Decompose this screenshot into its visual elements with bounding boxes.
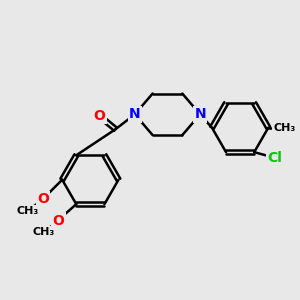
Text: Cl: Cl xyxy=(268,151,282,165)
Text: CH₃: CH₃ xyxy=(17,206,39,216)
Text: O: O xyxy=(93,109,105,123)
Text: O: O xyxy=(52,214,64,227)
Text: CH₃: CH₃ xyxy=(32,227,55,237)
Text: N: N xyxy=(129,107,141,121)
Text: O: O xyxy=(37,192,49,206)
Text: N: N xyxy=(194,107,206,121)
Text: CH₃: CH₃ xyxy=(274,123,296,133)
